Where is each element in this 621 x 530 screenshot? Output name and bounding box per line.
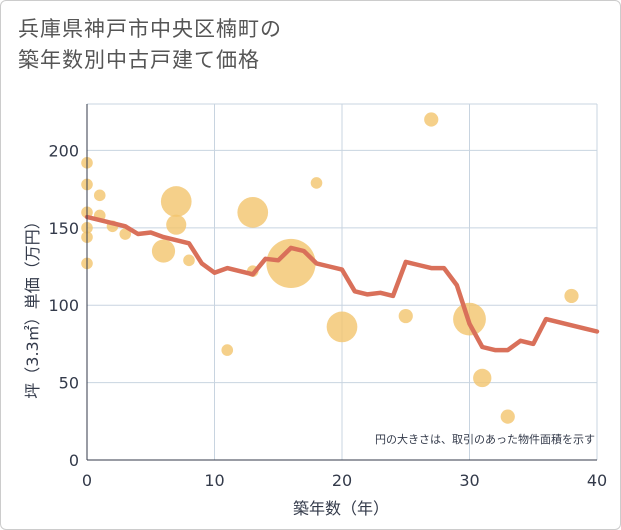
data-bubble bbox=[160, 186, 192, 217]
data-bubble bbox=[473, 368, 492, 388]
y-tick-label: 100 bbox=[48, 296, 79, 315]
data-bubble bbox=[237, 197, 269, 228]
data-bubble bbox=[166, 214, 187, 235]
x-tick-label: 40 bbox=[587, 471, 607, 490]
data-bubble bbox=[424, 112, 439, 127]
data-bubble bbox=[500, 409, 515, 424]
data-bubble bbox=[93, 189, 106, 202]
y-tick-label: 0 bbox=[69, 451, 79, 470]
data-bubble bbox=[326, 311, 358, 343]
x-tick-label: 0 bbox=[82, 471, 92, 490]
y-axis-title: 坪（3.3㎡）単価（万円） bbox=[23, 213, 42, 398]
trend-line-group bbox=[84, 214, 600, 353]
data-bubble bbox=[310, 177, 323, 189]
y-tick-label: 200 bbox=[48, 141, 79, 160]
chart-title-line-2: 築年数別中古戸建て価格 bbox=[18, 48, 260, 72]
axes: 0 10 20 30 40 0 50 100 150 200 bbox=[48, 104, 607, 490]
bubble-size-note: 円の大きさは、取引のあった物件面積を示す bbox=[375, 432, 595, 446]
x-tick-label: 20 bbox=[332, 471, 352, 490]
chart-title: 兵庫県神戸市中央区楠町の 築年数別中古戸建て価格 bbox=[18, 14, 282, 76]
y-tick-label: 50 bbox=[59, 374, 79, 393]
data-bubble bbox=[151, 239, 176, 263]
x-axis-title: 築年数（年） bbox=[293, 499, 389, 518]
x-tick-label: 30 bbox=[459, 471, 479, 490]
x-tick-label: 10 bbox=[204, 471, 224, 490]
grid-lines bbox=[87, 103, 598, 460]
data-bubble bbox=[119, 228, 132, 240]
data-bubble bbox=[183, 254, 195, 267]
chart-title-line-1: 兵庫県神戸市中央区楠町の bbox=[18, 17, 282, 41]
data-bubble bbox=[221, 344, 234, 356]
trend-line bbox=[84, 214, 600, 353]
data-bubble bbox=[564, 288, 579, 304]
data-bubble bbox=[398, 308, 413, 324]
y-tick-label: 150 bbox=[48, 219, 79, 238]
